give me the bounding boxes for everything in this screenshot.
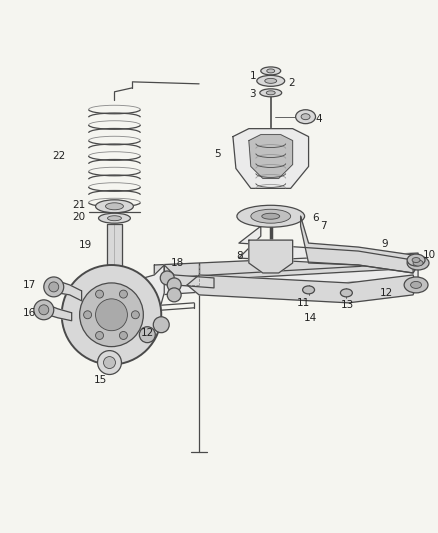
Circle shape <box>103 297 125 319</box>
Ellipse shape <box>251 209 291 223</box>
Ellipse shape <box>413 260 423 266</box>
Circle shape <box>80 283 143 346</box>
Polygon shape <box>106 224 123 283</box>
Polygon shape <box>154 253 418 283</box>
Ellipse shape <box>407 256 429 270</box>
Circle shape <box>120 332 127 340</box>
Ellipse shape <box>95 200 134 213</box>
Ellipse shape <box>301 114 310 120</box>
Text: 19: 19 <box>78 240 92 250</box>
Ellipse shape <box>265 78 277 83</box>
Ellipse shape <box>260 89 282 97</box>
Circle shape <box>95 299 127 330</box>
Circle shape <box>49 282 59 292</box>
Polygon shape <box>164 265 214 288</box>
Circle shape <box>95 290 103 298</box>
Text: 17: 17 <box>23 280 36 290</box>
Circle shape <box>62 265 161 365</box>
Text: 16: 16 <box>23 308 36 318</box>
Ellipse shape <box>106 203 124 210</box>
Circle shape <box>34 300 54 320</box>
Text: 22: 22 <box>53 150 66 160</box>
Text: 4: 4 <box>315 114 322 124</box>
Text: 13: 13 <box>340 300 353 310</box>
Polygon shape <box>159 263 418 295</box>
Text: 3: 3 <box>249 89 256 99</box>
Ellipse shape <box>262 213 280 219</box>
Circle shape <box>84 311 92 319</box>
Polygon shape <box>249 240 293 273</box>
Text: 12: 12 <box>380 288 393 298</box>
Ellipse shape <box>266 91 275 95</box>
Ellipse shape <box>407 254 425 266</box>
Ellipse shape <box>237 205 304 227</box>
Text: 5: 5 <box>214 149 221 158</box>
Circle shape <box>110 303 120 313</box>
Text: 6: 6 <box>313 213 319 223</box>
Circle shape <box>139 327 155 343</box>
Ellipse shape <box>107 216 121 221</box>
Polygon shape <box>48 305 72 321</box>
Circle shape <box>44 277 64 297</box>
Polygon shape <box>233 128 308 188</box>
Ellipse shape <box>296 110 315 124</box>
Ellipse shape <box>257 75 285 86</box>
Text: 8: 8 <box>236 251 243 261</box>
Circle shape <box>39 305 49 315</box>
Polygon shape <box>239 226 413 273</box>
Ellipse shape <box>412 257 420 263</box>
Text: 2: 2 <box>289 78 295 88</box>
Text: 7: 7 <box>321 221 327 231</box>
Circle shape <box>120 290 127 298</box>
Text: 10: 10 <box>423 250 436 260</box>
Ellipse shape <box>404 277 428 293</box>
Ellipse shape <box>410 281 421 288</box>
Ellipse shape <box>261 67 281 75</box>
Text: 20: 20 <box>72 212 85 222</box>
Ellipse shape <box>303 286 314 294</box>
Text: 9: 9 <box>381 239 388 249</box>
Text: 1: 1 <box>250 71 257 81</box>
Text: 14: 14 <box>304 313 317 323</box>
Text: 15: 15 <box>94 375 107 385</box>
Circle shape <box>153 317 169 333</box>
Ellipse shape <box>267 69 275 73</box>
Polygon shape <box>187 275 416 303</box>
Circle shape <box>95 332 103 340</box>
Polygon shape <box>300 216 418 273</box>
Ellipse shape <box>99 213 131 223</box>
Text: 11: 11 <box>297 298 310 308</box>
Ellipse shape <box>340 289 352 297</box>
Circle shape <box>103 357 116 368</box>
Text: 21: 21 <box>72 200 85 211</box>
Polygon shape <box>72 265 164 350</box>
Circle shape <box>98 351 121 375</box>
Circle shape <box>167 288 181 302</box>
Text: 18: 18 <box>171 258 184 268</box>
Polygon shape <box>249 135 293 179</box>
Circle shape <box>160 271 174 285</box>
Polygon shape <box>58 281 81 301</box>
Text: 12: 12 <box>141 328 154 338</box>
Circle shape <box>167 278 181 292</box>
Circle shape <box>131 311 139 319</box>
